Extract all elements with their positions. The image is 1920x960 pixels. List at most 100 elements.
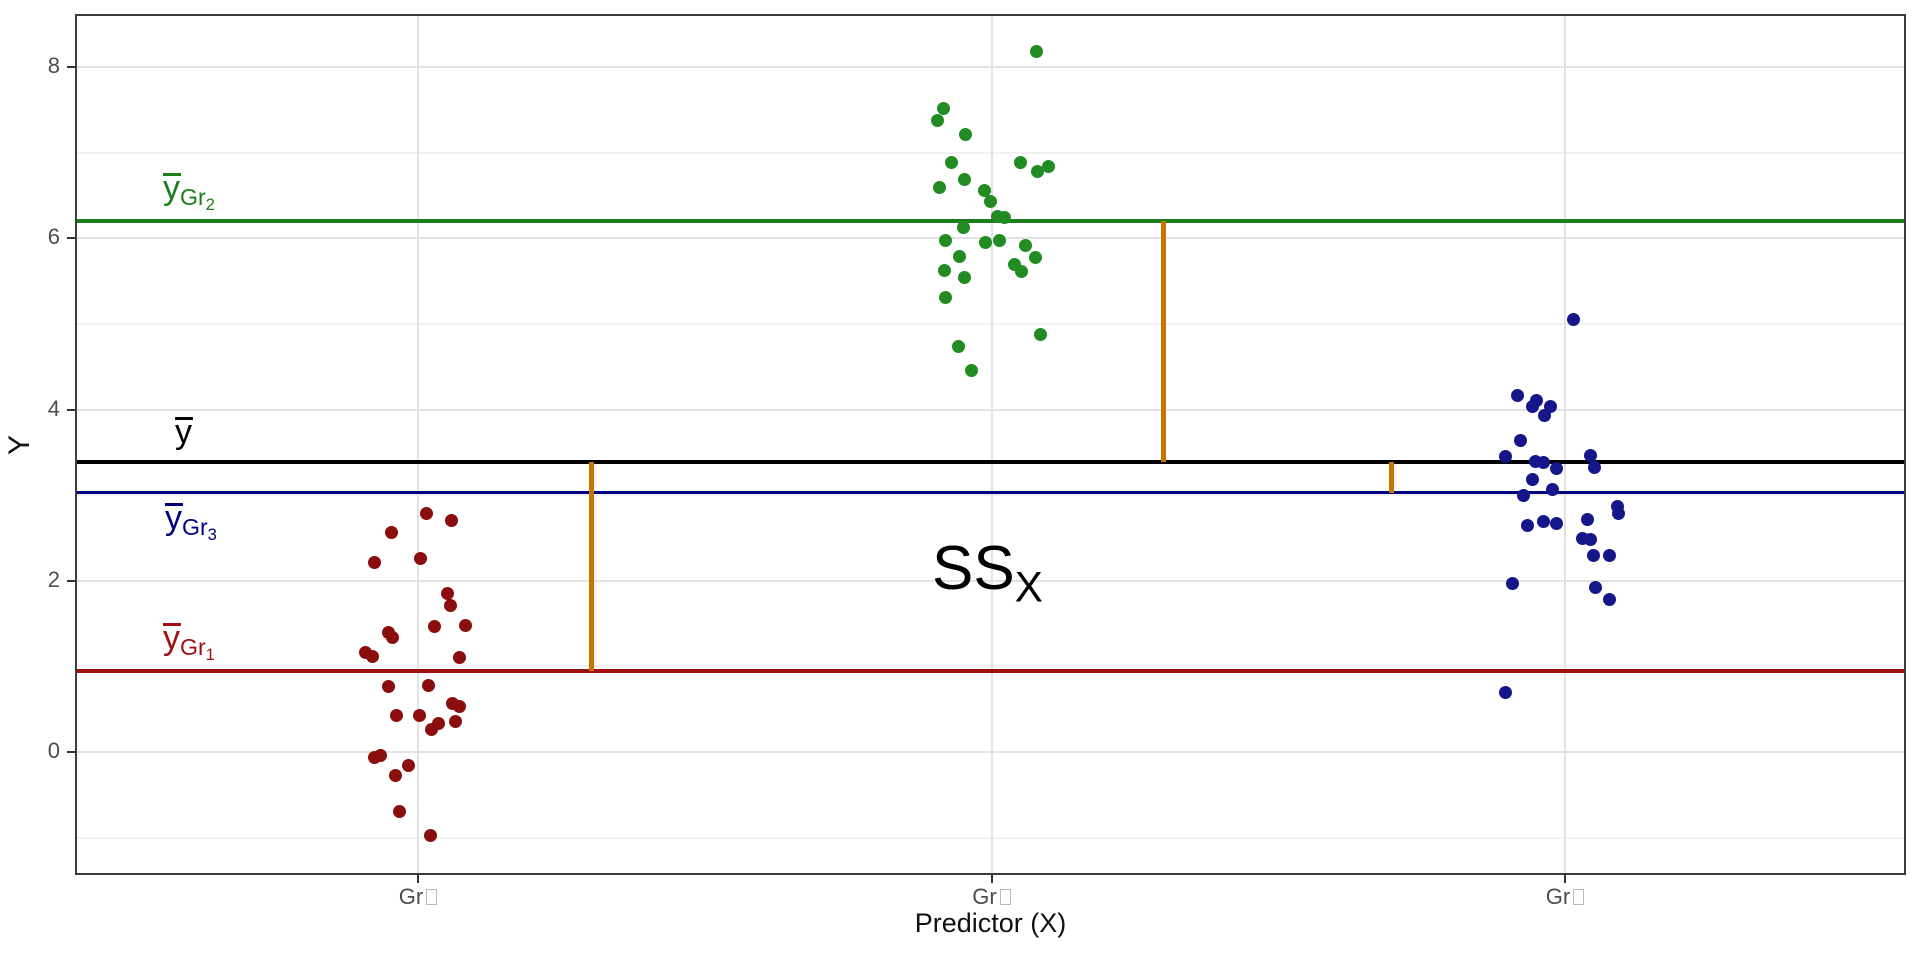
- data-point-Gr1: [382, 679, 396, 693]
- data-point-Gr2: [931, 114, 945, 128]
- data-point-Gr2: [958, 172, 972, 186]
- data-point-Gr3: [1526, 473, 1540, 487]
- data-point-Gr1: [386, 630, 400, 644]
- data-point-Gr3: [1550, 516, 1564, 530]
- data-point-Gr2: [952, 249, 966, 263]
- data-point-Gr2: [998, 211, 1012, 225]
- data-point-Gr1: [424, 723, 438, 737]
- y-tick-label: 0: [47, 737, 60, 763]
- y-tick-label: 8: [47, 52, 60, 78]
- data-point-Gr1: [384, 526, 398, 540]
- x-tick-label: Gr: [1495, 884, 1635, 910]
- ssx-annotation: SSX: [932, 538, 1043, 609]
- data-point-Gr2: [937, 264, 951, 278]
- data-point-Gr3: [1550, 462, 1564, 476]
- gridline-major-x: [417, 16, 419, 873]
- mean-line-grand: [77, 459, 1904, 464]
- data-point-Gr3: [1581, 513, 1595, 527]
- data-point-Gr2: [936, 101, 950, 115]
- data-point-Gr2: [1030, 164, 1044, 178]
- y-tick-label: 2: [47, 566, 60, 592]
- data-point-Gr1: [440, 587, 454, 601]
- ybar-subscript-index: 1: [205, 644, 215, 664]
- mean-label-gr3: yGr3: [165, 499, 217, 544]
- x-tick-mark: [417, 875, 419, 883]
- data-point-Gr1: [368, 751, 382, 765]
- data-point-Gr3: [1584, 449, 1598, 463]
- data-point-Gr1: [419, 506, 433, 520]
- data-point-Gr3: [1588, 461, 1602, 475]
- data-point-Gr3: [1612, 506, 1626, 520]
- data-point-Gr3: [1513, 433, 1527, 447]
- data-point-Gr2: [964, 363, 978, 377]
- data-point-Gr1: [414, 551, 428, 565]
- data-point-Gr1: [392, 805, 406, 819]
- data-point-Gr3: [1526, 400, 1540, 414]
- data-point-Gr3: [1537, 456, 1551, 470]
- data-point-Gr2: [956, 221, 970, 235]
- ybar-subscript: Gr2: [180, 183, 215, 214]
- data-point-Gr1: [458, 618, 472, 632]
- data-point-Gr2: [932, 181, 946, 195]
- data-point-Gr3: [1499, 686, 1513, 700]
- data-point-Gr3: [1506, 576, 1520, 590]
- gridline-major-x: [1564, 16, 1566, 873]
- y-tick-label: 4: [47, 395, 60, 421]
- data-point-Gr1: [412, 708, 426, 722]
- mean-line-gr1: [77, 668, 1904, 673]
- mean-label-grand: y: [175, 413, 193, 451]
- data-point-Gr1: [453, 700, 467, 714]
- data-point-Gr1: [365, 649, 379, 663]
- ss-deviation-segment: [1161, 221, 1167, 462]
- data-point-Gr1: [427, 620, 441, 634]
- data-point-Gr3: [1538, 408, 1552, 422]
- x-tick-label: Gr: [922, 884, 1062, 910]
- mean-label-gr1: yGr1: [163, 619, 215, 664]
- data-point-Gr1: [443, 599, 457, 613]
- data-point-Gr3: [1602, 549, 1616, 563]
- missing-glyph-box: [426, 889, 438, 905]
- data-point-Gr2: [939, 290, 953, 304]
- data-point-Gr2: [939, 234, 953, 248]
- x-tick-label: Gr: [348, 884, 488, 910]
- data-point-Gr2: [983, 194, 997, 208]
- data-point-Gr1: [422, 678, 436, 692]
- data-point-Gr2: [1029, 45, 1043, 59]
- data-point-Gr3: [1603, 593, 1617, 607]
- data-point-Gr2: [1014, 155, 1028, 169]
- data-point-Gr3: [1516, 489, 1530, 503]
- data-point-Gr1: [368, 556, 382, 570]
- data-point-Gr3: [1589, 581, 1603, 595]
- ss-deviation-segment: [1388, 461, 1394, 493]
- gridline-major-x: [990, 16, 993, 873]
- data-point-Gr3: [1584, 533, 1598, 547]
- y-tick-mark: [67, 66, 75, 68]
- data-point-Gr2: [959, 128, 973, 142]
- data-point-Gr2: [993, 234, 1007, 248]
- ybar-subscript-index: 2: [205, 194, 215, 214]
- data-point-Gr2: [1029, 251, 1043, 265]
- missing-glyph-box: [1573, 889, 1585, 905]
- ybar-symbol: y: [165, 499, 183, 537]
- y-axis-title: Y: [3, 435, 36, 456]
- x-tick-mark: [990, 875, 993, 883]
- y-tick-mark: [67, 579, 75, 582]
- ybar-symbol: y: [175, 413, 193, 451]
- ybar-subscript-index: 3: [207, 524, 217, 544]
- data-point-Gr2: [944, 156, 958, 170]
- ybar-subscript: Gr1: [180, 633, 215, 664]
- ss-deviation-segment: [588, 461, 594, 671]
- ybar-symbol: y: [163, 619, 181, 657]
- data-point-Gr1: [389, 708, 403, 722]
- x-tick-mark: [1564, 875, 1566, 883]
- mean-line-gr3: [77, 491, 1904, 495]
- x-axis-title: Predictor (X): [914, 908, 1067, 938]
- data-point-Gr2: [1041, 159, 1055, 173]
- ssx-annotation-main: SS: [932, 534, 1015, 603]
- data-point-Gr1: [388, 769, 402, 783]
- data-point-Gr2: [958, 271, 972, 285]
- mean-label-gr2: yGr2: [163, 169, 215, 214]
- data-point-Gr3: [1521, 519, 1535, 533]
- data-point-Gr2: [1018, 239, 1032, 253]
